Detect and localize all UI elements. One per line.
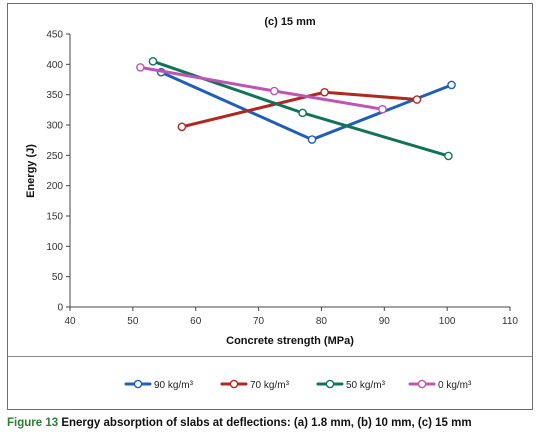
legend: 90 kg/m³ 70 kg/m³ 50 kg/m³ 0 kg/m³	[124, 379, 472, 391]
y-axis-label: Energy (J)	[25, 144, 37, 198]
x-tick-label: 60	[190, 316, 202, 327]
y-tick-label: 150	[46, 212, 63, 223]
x-tick-label: 70	[253, 316, 265, 327]
legend-label: 50 kg/m³	[346, 380, 386, 391]
legend-label: 0 kg/m³	[438, 380, 472, 391]
caption-label: Figure 13	[7, 417, 59, 429]
x-tick-label: 40	[64, 316, 76, 327]
y-tick-label: 100	[46, 242, 63, 253]
legend-swatch-marker	[229, 379, 239, 389]
y-tick-label: 0	[57, 303, 63, 314]
legend-swatch-marker	[325, 379, 335, 389]
series-2	[177, 87, 422, 132]
legend-label: 70 kg/m³	[250, 380, 290, 391]
series-3	[148, 57, 453, 161]
data-point	[378, 104, 387, 114]
series-line	[151, 59, 450, 158]
axes: 0 50 100 150 200 250 300 350 400 450 40 50 60 70 80 90 1…	[46, 30, 518, 328]
y-tick-label: 350	[46, 90, 63, 101]
figure-caption: Figure 13 Energy absorption of slabs at …	[7, 417, 472, 429]
data-point	[177, 122, 187, 132]
x-tick-label: 90	[379, 316, 391, 327]
series-line	[138, 65, 384, 111]
legend-label: 90 kg/m³	[154, 380, 194, 391]
x-tick-label: 110	[502, 316, 518, 327]
data-point	[307, 135, 317, 144]
y-tick-label: 200	[46, 181, 63, 192]
caption-text: Energy absorption of slabs at deflection…	[58, 417, 472, 429]
y-tick-label: 300	[46, 121, 63, 132]
data-point	[447, 80, 456, 90]
x-tick-label: 100	[439, 316, 456, 327]
data-point	[320, 87, 329, 97]
x-axis-label: Concrete strength (MPa)	[226, 335, 354, 347]
y-tick-label: 250	[46, 151, 63, 162]
series-4	[136, 63, 387, 114]
data-point	[298, 108, 307, 118]
data-point	[412, 95, 422, 104]
legend-swatch-marker	[417, 379, 427, 389]
data-point	[136, 63, 145, 72]
series-line	[159, 70, 454, 142]
data-point	[444, 151, 453, 161]
line-chart: (c) 15 mm Concrete strength (MPa) Energy…	[25, 16, 518, 391]
y-tick-label: 50	[52, 272, 64, 283]
y-tick-label: 400	[46, 60, 63, 71]
figure-frame	[7, 3, 533, 410]
legend-swatch-marker	[133, 379, 143, 389]
data-point	[148, 57, 158, 66]
legend-divider	[8, 356, 532, 357]
x-tick-label: 50	[127, 316, 139, 327]
chart-title: (c) 15 mm	[264, 16, 316, 28]
series-layer	[136, 57, 456, 161]
x-tick-label: 80	[316, 316, 328, 327]
data-point	[269, 86, 279, 96]
y-tick-label: 450	[46, 30, 63, 41]
